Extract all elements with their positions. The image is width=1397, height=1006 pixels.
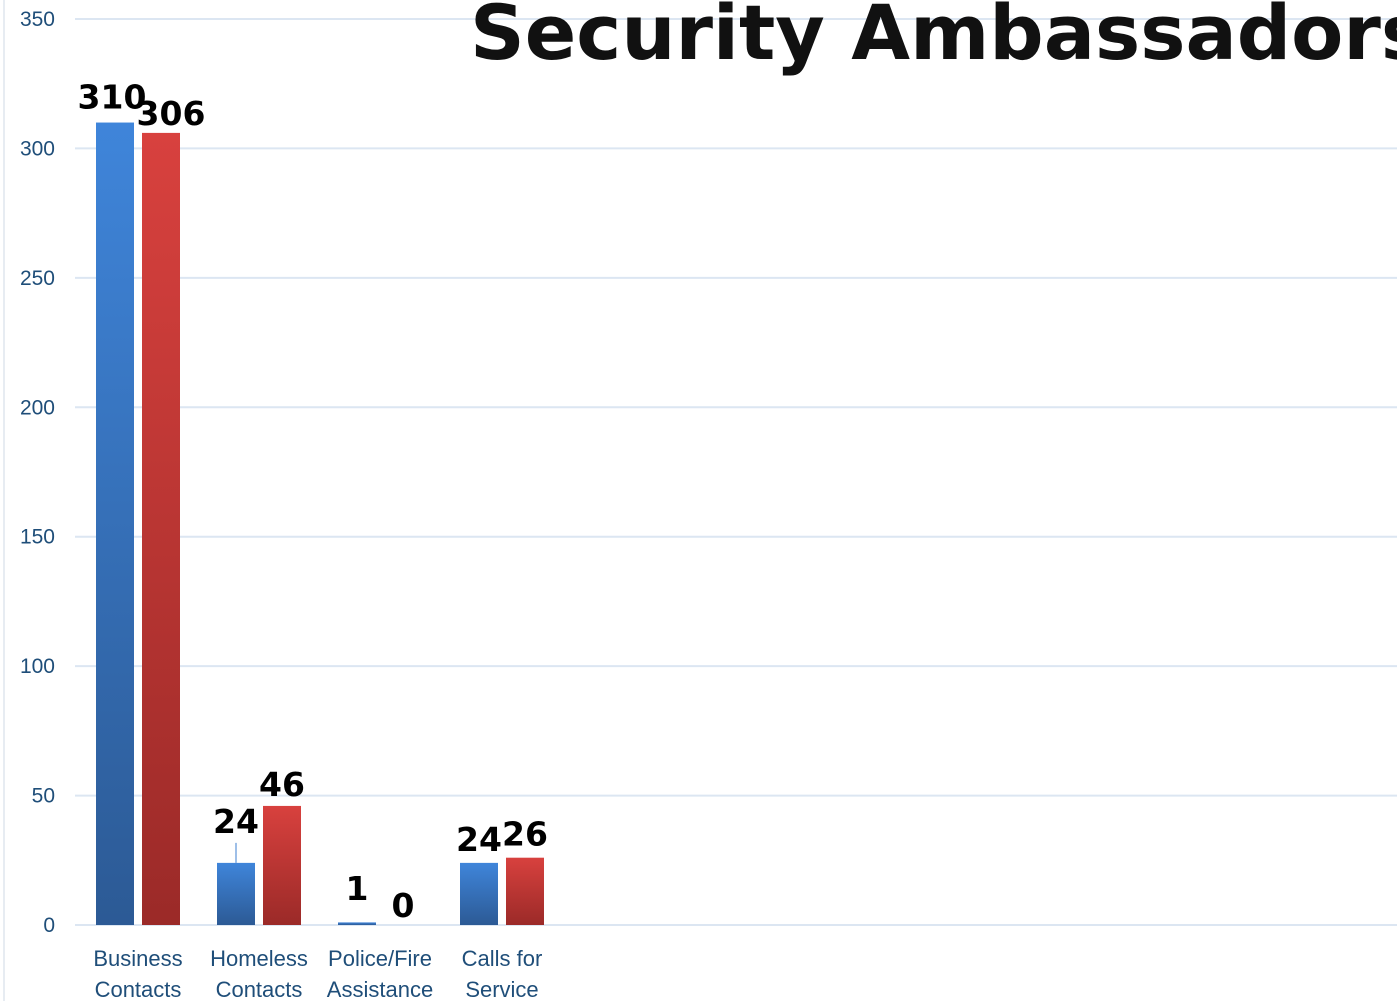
bars	[96, 122, 544, 926]
y-tick-label: 300	[20, 137, 55, 160]
bar-series-1	[96, 122, 134, 926]
y-tick-label: 100	[20, 655, 55, 678]
data-label: 1	[346, 869, 369, 908]
chart-title: Security Ambassadors	[470, 0, 1397, 77]
bar-series-2	[506, 857, 544, 925]
y-axis-ticks: 0 50 100 150 200 250 300 350	[20, 8, 55, 937]
x-category-label: Assistance	[327, 977, 433, 1001]
data-label: 306	[137, 94, 206, 133]
x-category-label: Contacts	[95, 977, 182, 1001]
gridlines	[3, 0, 1397, 1001]
y-tick-label: 350	[20, 8, 55, 31]
bar-series-1	[217, 862, 255, 925]
x-category-label: Police/Fire	[328, 946, 432, 971]
x-category-label: Contacts	[216, 977, 303, 1001]
y-tick-label: 0	[43, 914, 55, 937]
x-category-label: Business	[93, 946, 182, 971]
y-tick-label: 150	[20, 526, 55, 549]
data-label: 310	[78, 78, 147, 117]
x-axis-categories: Business Contacts Homeless Contacts Police/F…	[93, 946, 543, 1002]
data-label: 24	[213, 802, 259, 841]
data-label: 24	[456, 820, 502, 859]
bar-series-1	[460, 862, 498, 925]
x-category-label: Calls for	[462, 946, 543, 971]
bar-series-2	[142, 132, 180, 925]
y-tick-label: 250	[20, 267, 55, 290]
bar-series-2	[263, 805, 301, 925]
data-label: 46	[259, 765, 305, 804]
y-tick-label: 50	[32, 785, 55, 808]
x-category-label: Service	[465, 977, 538, 1001]
bar-series-1	[338, 922, 376, 925]
data-label: 0	[392, 886, 415, 925]
x-category-label: Homeless	[210, 946, 308, 971]
y-tick-label: 200	[20, 396, 55, 419]
data-label: 26	[502, 815, 548, 854]
